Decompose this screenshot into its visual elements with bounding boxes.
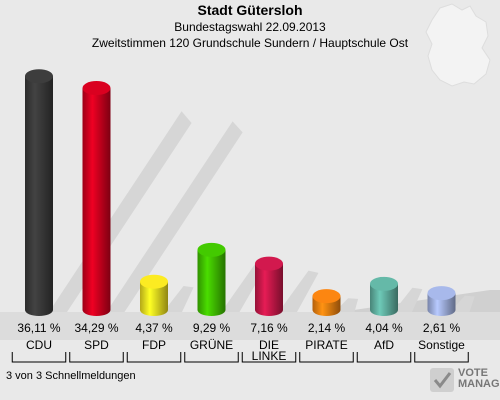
bar-shadow	[390, 287, 423, 312]
category-label: GRÜNE	[190, 338, 233, 352]
bar-gr-ne	[197, 249, 226, 316]
category-bracket	[299, 352, 354, 363]
footnote: 3 von 3 Schnellmeldungen	[6, 370, 136, 382]
bar-cap	[312, 289, 341, 304]
category-bracket	[241, 352, 297, 363]
category-label: CDU	[26, 338, 52, 352]
category-bracket	[414, 352, 469, 363]
chart-subtitle-2: Zweitstimmen 120 Grundschule Sundern / H…	[91, 36, 409, 50]
value-label: 9,29 %	[193, 321, 231, 335]
value-label: 36,11 %	[17, 321, 60, 335]
category-label: Sonstige	[418, 338, 465, 352]
bar-shadow	[160, 285, 194, 312]
value-label: 2,61 %	[423, 321, 461, 335]
category-bracket	[126, 352, 182, 363]
category-bracket	[11, 352, 67, 363]
germany-map-icon	[425, 3, 491, 87]
category-label: DIE	[259, 338, 279, 352]
category-bracket	[69, 352, 124, 363]
watermark-line-2: MANAGER	[458, 378, 500, 390]
value-label: 4,37 %	[135, 321, 173, 335]
watermark-line-1: VOTE	[458, 367, 488, 379]
bar-cap	[140, 274, 168, 289]
bar-cap	[427, 286, 456, 301]
bar-die-linke	[255, 263, 283, 316]
bar-spd	[82, 88, 111, 317]
bar-afd	[370, 283, 398, 316]
category-bracket	[184, 352, 239, 363]
value-label: 2,14 %	[308, 321, 346, 335]
value-label: 7,16 %	[250, 321, 288, 335]
plot-floor	[0, 312, 500, 340]
bar-cdu	[25, 76, 53, 316]
bar-cap	[25, 69, 53, 84]
chart-subtitle: Bundestagswahl 22.09.2013	[174, 20, 326, 34]
category-label: LINKE	[252, 349, 287, 363]
category-label: AfD	[374, 338, 394, 352]
category-label: FDP	[142, 338, 166, 352]
value-label: 34,29 %	[74, 321, 118, 335]
chart-title: Stadt Gütersloh	[197, 2, 303, 18]
category-bracket	[356, 352, 412, 363]
vote-manager-logo-icon	[430, 368, 454, 392]
bar-cap	[370, 276, 398, 291]
bar-cap	[82, 81, 111, 96]
watermark-text: VOTE MANAGER	[458, 368, 500, 390]
bar-shadow	[275, 270, 319, 312]
bar-shadow	[45, 111, 192, 312]
bar-cap	[197, 242, 226, 257]
bar-fdp	[140, 281, 168, 316]
category-label: PIRATE	[305, 338, 347, 352]
value-label: 4,04 %	[365, 321, 403, 335]
bar-cap	[255, 256, 283, 271]
category-label: SPD	[84, 338, 109, 352]
bar-shadow	[102, 121, 243, 313]
